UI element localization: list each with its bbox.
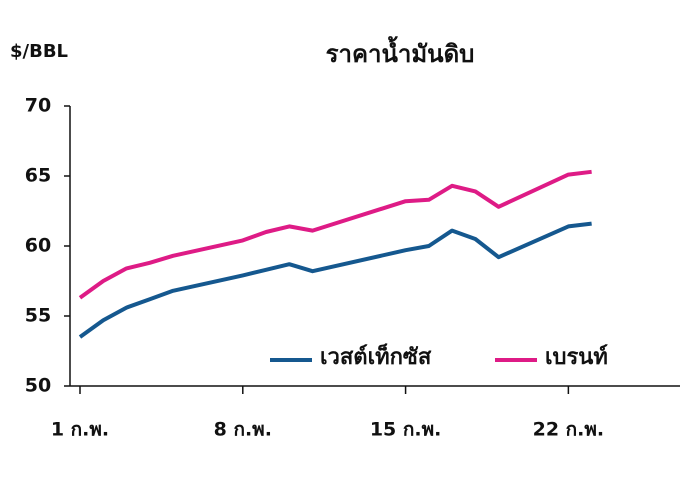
- chart-title: ราคาน้ำมันดิบ: [326, 35, 475, 68]
- y-tick-label: 65: [25, 165, 51, 187]
- x-tick-label: 8 ก.พ.: [214, 419, 272, 441]
- x-tick-label: 15 ก.พ.: [370, 419, 442, 441]
- series-line: [78, 169, 592, 300]
- series-line: [78, 221, 592, 339]
- x-tick-label: 1 ก.พ.: [51, 419, 109, 441]
- y-tick-label: 50: [25, 375, 51, 397]
- y-axis-label: $/BBL: [10, 41, 68, 62]
- y-tick-label: 55: [25, 305, 51, 327]
- legend-label: เบรนท์: [545, 344, 608, 370]
- y-tick-label: 60: [25, 235, 51, 257]
- y-tick-label: 70: [25, 95, 51, 117]
- legend-label: เวสต์เท็กซัส: [320, 342, 432, 370]
- x-tick-label: 22 ก.พ.: [533, 419, 605, 441]
